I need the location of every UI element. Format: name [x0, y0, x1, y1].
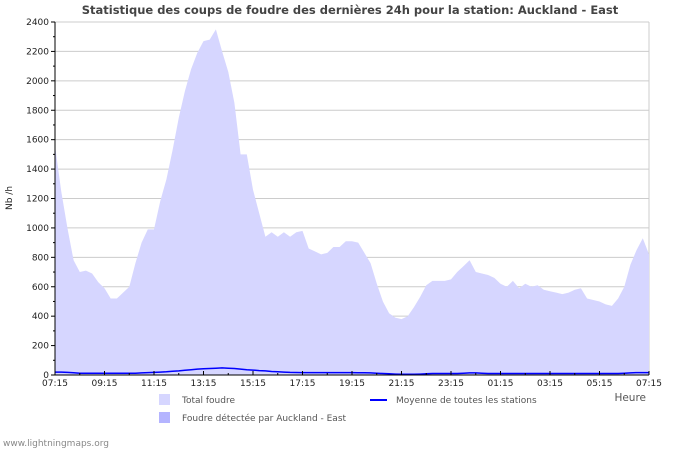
y-tick-label: 1200 [26, 195, 49, 205]
x-tick-label: 09:15 [92, 379, 118, 389]
legend-label-total: Total foudre [181, 396, 235, 406]
x-tick-label: 15:15 [240, 379, 266, 389]
x-tick-label: 01:15 [488, 379, 514, 389]
y-tick-label: 800 [32, 253, 49, 263]
x-tick-label: 07:15 [636, 379, 662, 389]
x-tick-label: 23:15 [438, 379, 464, 389]
y-axis-label: Nb /h [5, 186, 15, 210]
footer-credit: www.lightningmaps.org [3, 439, 109, 449]
y-tick-label: 2400 [26, 18, 49, 28]
axes: 0 200 400 600 800 1000 1200 1400 1600 1800 2000 220… [26, 18, 662, 389]
legend-swatch-total [159, 394, 170, 405]
y-tick-label: 600 [32, 283, 49, 293]
y-tick-label: 1000 [26, 224, 49, 234]
y-tick-label: 0 [43, 371, 49, 381]
legend-label-station: Foudre détectée par Auckland - East [182, 413, 347, 424]
legend: Total foudre Foudre détectée par Aucklan… [159, 394, 537, 424]
total-foudre-area [55, 29, 649, 376]
x-tick-label: 11:15 [141, 379, 167, 389]
x-tick-label: 17:15 [290, 379, 316, 389]
x-tick-label: 19:15 [339, 379, 365, 389]
y-tick-label: 400 [32, 312, 49, 322]
legend-swatch-station [159, 412, 170, 423]
y-tick-label: 1400 [26, 165, 49, 175]
x-tick-label: 21:15 [389, 379, 415, 389]
y-tick-label: 1800 [26, 106, 49, 116]
x-tick-label: 13:15 [191, 379, 217, 389]
y-tick-label: 200 [32, 342, 49, 352]
x-tick-label: 03:15 [537, 379, 563, 389]
legend-label-average: Moyenne de toutes les stations [396, 396, 537, 406]
y-tick-label: 2000 [26, 77, 49, 87]
x-tick-label: 05:15 [587, 379, 613, 389]
chart-title: Statistique des coups de foudre des dern… [82, 3, 619, 17]
x-tick-label: 07:15 [42, 379, 68, 389]
y-tick-label: 1600 [26, 136, 49, 146]
y-tick-label: 2200 [26, 47, 49, 57]
x-axis-label: Heure [614, 392, 646, 404]
